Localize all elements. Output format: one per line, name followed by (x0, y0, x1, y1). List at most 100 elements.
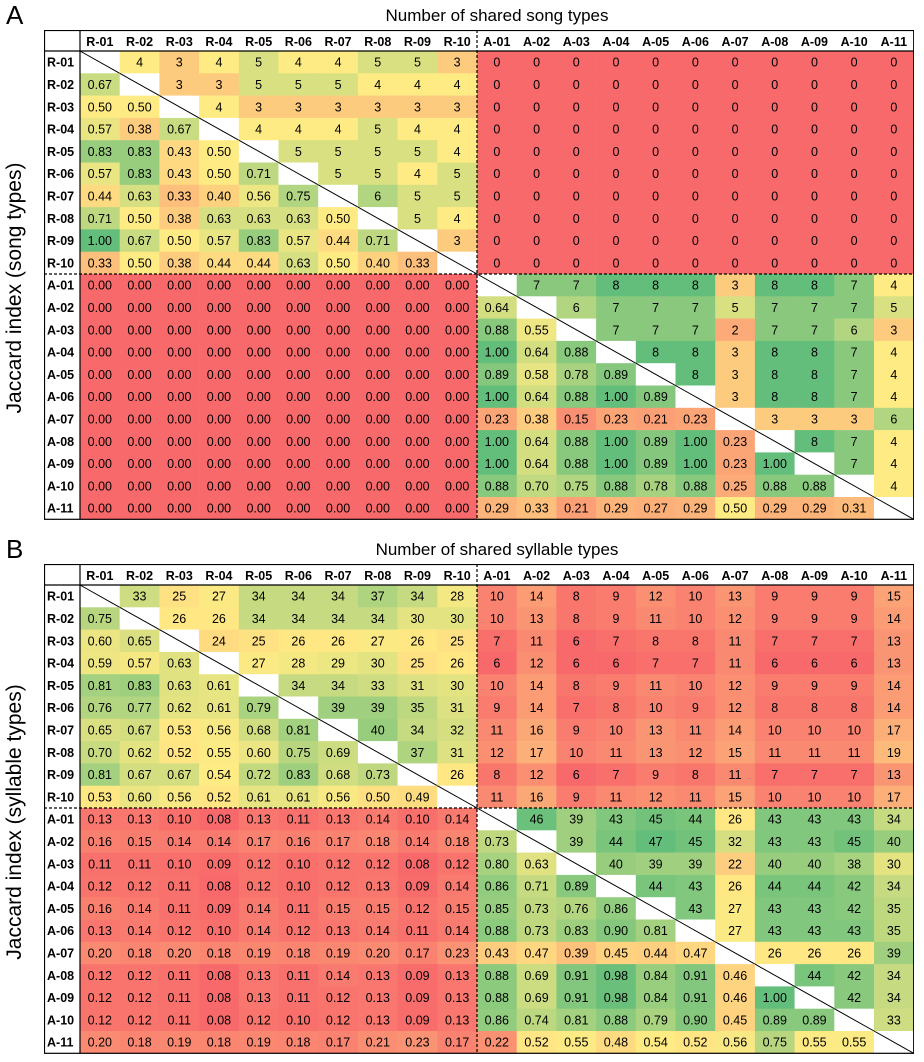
cell-value-label: 24 (212, 634, 226, 648)
cell-value-label: 0.65 (127, 634, 151, 648)
heatmap-cell (199, 808, 240, 831)
cell-value-label: 0.00 (326, 279, 350, 293)
cell-value-label: 46 (530, 813, 544, 827)
heatmap-cell (596, 430, 637, 453)
heatmap-cell (516, 607, 557, 630)
cell-value-label: 0 (652, 167, 659, 181)
cell-value-label: 0.18 (445, 835, 469, 849)
heatmap-cell (754, 808, 795, 831)
heatmap-cell (556, 95, 597, 119)
cell-value-label: 0.14 (405, 835, 429, 849)
cell-value-label: 0.18 (127, 946, 151, 960)
cell-value-label: 7 (573, 701, 580, 715)
heatmap-cell (80, 941, 120, 965)
cell-value-label: 0.18 (207, 1036, 231, 1050)
column-header: A-05 (642, 569, 669, 583)
heatmap-cell (159, 585, 200, 608)
cell-value-label: 5 (414, 212, 421, 226)
cell-value-label: 34 (252, 612, 266, 626)
cell-value-label: 0.00 (88, 323, 112, 337)
cell-value-label: 7 (612, 323, 619, 337)
cell-value-label: 0.50 (127, 100, 151, 114)
cell-value-label: 0.43 (485, 946, 509, 960)
cell-value-label: 1.00 (604, 457, 628, 471)
heatmap-cell (357, 117, 398, 141)
heatmap-cell (397, 874, 438, 898)
cell-value-label: 0 (732, 56, 739, 70)
cell-value-label: 0 (890, 256, 897, 270)
cell-value-label: 0.19 (167, 1036, 191, 1050)
cell-value-label: 0.10 (207, 924, 231, 938)
cell-value-label: 0.64 (524, 435, 548, 449)
cell-value-label: 10 (688, 590, 702, 604)
cell-value-label: 5 (295, 145, 302, 159)
cell-value-label: 0.91 (564, 991, 588, 1005)
heatmap-cell (556, 629, 597, 653)
cell-value-label: 4 (890, 368, 897, 382)
heatmap-cell (159, 808, 200, 831)
heatmap-cell (794, 1031, 835, 1054)
cell-value-label: 39 (331, 701, 345, 715)
cell-value-label: 26 (807, 946, 821, 960)
column-header: R-10 (444, 35, 471, 49)
cell-value-label: 45 (847, 835, 861, 849)
heatmap-cell (477, 741, 517, 764)
cell-value-label: 0.14 (445, 813, 469, 827)
diagonal-line (476, 273, 517, 297)
heatmap-cell (874, 1008, 914, 1032)
cell-value-label: 4 (335, 123, 342, 137)
cell-value-label: 0.00 (127, 323, 151, 337)
cell-value-label: 42 (847, 880, 861, 894)
heatmap-cell (357, 897, 398, 920)
heatmap-cell (675, 474, 716, 498)
cell-value-label: 10 (807, 723, 821, 737)
cell-value-label: 0.55 (802, 1036, 826, 1050)
cell-value-label: 0.44 (207, 256, 231, 270)
cell-value-label: 0 (811, 189, 818, 203)
cell-value-label: 33 (133, 590, 147, 604)
heatmap-cell (596, 363, 637, 386)
heatmap-cell (635, 140, 676, 163)
cell-value-label: 7 (851, 279, 858, 293)
cell-value-label: 37 (371, 590, 385, 604)
cell-value-label: 42 (847, 969, 861, 983)
heatmap: 33 25 27 34 34 34 37 34 28 10 14 8 9 12 10 13 9 9 9 150.75 2… (44, 564, 914, 1054)
heatmap-cell (675, 741, 716, 764)
cell-value-label: 0.75 (286, 189, 310, 203)
heatmap-cell (318, 497, 359, 520)
heatmap-cell (794, 296, 835, 319)
cell-value-label: 40 (768, 857, 782, 871)
heatmap-cell (675, 986, 716, 1009)
cell-value-label: 1.00 (485, 457, 509, 471)
diagonal-line (278, 162, 319, 186)
column-header: A-06 (682, 35, 709, 49)
cell-value-label: 0.13 (366, 1013, 390, 1027)
cell-value-label: 0.13 (88, 924, 112, 938)
heatmap-cell (754, 785, 795, 809)
cell-value-label: 0 (652, 56, 659, 70)
heatmap-cell (516, 340, 557, 364)
cell-value-label: 0.00 (366, 435, 390, 449)
row-header: R-04 (47, 657, 74, 671)
cell-value-label: 28 (450, 590, 464, 604)
column-header: R-09 (404, 569, 431, 583)
cell-value-label: 26 (847, 946, 861, 960)
cell-value-label: 25 (410, 657, 424, 671)
heatmap-cell (794, 207, 835, 230)
heatmap-cell (874, 763, 914, 786)
heatmap-cell (477, 73, 517, 96)
heatmap-cell (794, 629, 835, 653)
heatmap-cell (238, 629, 279, 653)
cell-value-label: 1.00 (683, 457, 707, 471)
heatmap-cell (596, 585, 637, 608)
cell-value-label: 7 (692, 323, 699, 337)
cell-value-label: 0.47 (683, 946, 707, 960)
cell-value-label: 0 (890, 145, 897, 159)
heatmap-cell (80, 986, 120, 1009)
heatmap-cell (715, 274, 756, 297)
heatmap-cell (357, 651, 398, 675)
cell-value-label: 0.09 (207, 857, 231, 871)
cell-value-label: 0 (692, 145, 699, 159)
heatmap-cell (318, 785, 359, 809)
heatmap-cell (199, 897, 240, 920)
